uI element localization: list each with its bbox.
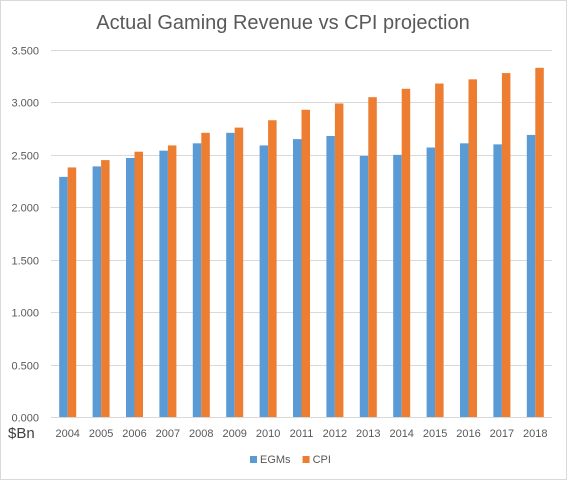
bar-cpi-2018 bbox=[535, 67, 544, 417]
y-tick-label: 1.500 bbox=[11, 256, 39, 268]
x-tick-label: 2011 bbox=[290, 428, 314, 440]
bar-cpi-2016 bbox=[468, 79, 477, 418]
bar-egms-2017 bbox=[493, 144, 502, 417]
y-axis-tick-labels: 0.000 0.500 1.000 1.500 2.000 2.500 3.000 3.500 bbox=[11, 46, 39, 425]
bar-egms-2011 bbox=[293, 139, 302, 417]
legend: EGMs CPI bbox=[250, 454, 331, 466]
bar-egms-2015 bbox=[426, 147, 436, 417]
bar-cpi-2005 bbox=[101, 160, 110, 417]
x-tick-label: 2006 bbox=[122, 428, 146, 440]
y-tick-label: 1.000 bbox=[11, 308, 39, 320]
y-tick-label: 3.500 bbox=[11, 46, 39, 58]
x-tick-label: 2004 bbox=[55, 428, 79, 440]
bar-cpi-2004 bbox=[67, 167, 77, 417]
bar-cpi-2010 bbox=[268, 120, 277, 418]
y-tick-label: 3.000 bbox=[11, 98, 39, 110]
legend-label-cpi: CPI bbox=[313, 454, 331, 466]
x-tick-label: 2016 bbox=[456, 428, 480, 440]
legend-swatch-cpi bbox=[302, 456, 310, 463]
x-tick-label: 2015 bbox=[423, 428, 447, 440]
chart-title: Actual Gaming Revenue vs CPI projection bbox=[96, 12, 470, 34]
bar-egms-2004 bbox=[59, 176, 68, 417]
bar-egms-2016 bbox=[460, 143, 469, 417]
x-tick-label: 2009 bbox=[222, 428, 246, 440]
y-tick-label: 2.000 bbox=[11, 203, 39, 215]
bar-egms-2012 bbox=[326, 135, 335, 418]
x-axis-tick-labels: 2004 2005 2006 2007 2008 2009 2010 2011 2012 2013… bbox=[55, 428, 547, 440]
bar-cpi-2012 bbox=[334, 103, 344, 417]
bar-egms-2007 bbox=[159, 150, 168, 418]
x-tick-label: 2010 bbox=[256, 428, 280, 440]
x-tick-label: 2017 bbox=[490, 428, 514, 440]
bar-cpi-2008 bbox=[201, 132, 210, 417]
bar-egms-2008 bbox=[192, 143, 202, 417]
bar-egms-2005 bbox=[92, 166, 102, 417]
y-tick-label: 0.000 bbox=[11, 413, 39, 425]
bar-egms-2014 bbox=[393, 154, 402, 417]
bar-egms-2010 bbox=[259, 145, 269, 418]
x-tick-label: 2018 bbox=[523, 428, 547, 440]
bar-cpi-2013 bbox=[368, 97, 377, 417]
bar-cpi-2007 bbox=[167, 145, 177, 418]
x-tick-label: 2005 bbox=[89, 428, 113, 440]
legend-swatch-egms bbox=[250, 456, 257, 463]
bar-cpi-2014 bbox=[401, 88, 411, 417]
bar-cpi-2017 bbox=[501, 73, 511, 417]
y-tick-label: 0.500 bbox=[11, 361, 39, 373]
bar-egms-2006 bbox=[126, 158, 135, 417]
bar-cpi-2015 bbox=[435, 83, 444, 417]
x-tick-label: 2008 bbox=[189, 428, 213, 440]
x-tick-label: 2007 bbox=[156, 428, 180, 440]
legend-label-egms: EGMs bbox=[260, 454, 291, 466]
bars bbox=[59, 67, 544, 418]
bar-cpi-2006 bbox=[134, 151, 143, 417]
bar-egms-2009 bbox=[226, 132, 235, 417]
bar-egms-2013 bbox=[359, 155, 369, 418]
bar-egms-2018 bbox=[526, 134, 536, 418]
bar-cpi-2009 bbox=[234, 127, 244, 417]
x-tick-label: 2014 bbox=[389, 428, 413, 440]
y-axis-unit-label: $Bn bbox=[8, 425, 35, 442]
bar-cpi-2011 bbox=[301, 109, 310, 418]
x-tick-label: 2013 bbox=[356, 428, 380, 440]
x-tick-label: 2012 bbox=[323, 428, 347, 440]
y-tick-label: 2.500 bbox=[11, 151, 39, 163]
